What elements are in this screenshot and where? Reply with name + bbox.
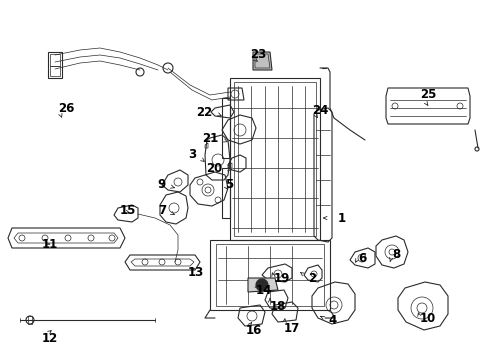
- Text: 26: 26: [58, 102, 74, 114]
- Text: 18: 18: [269, 300, 286, 312]
- Text: 16: 16: [245, 324, 262, 337]
- Text: 19: 19: [273, 271, 290, 284]
- Text: 1: 1: [337, 211, 346, 225]
- Text: 7: 7: [158, 203, 165, 216]
- Text: 22: 22: [195, 105, 212, 118]
- Text: 11: 11: [42, 238, 58, 251]
- Text: 15: 15: [120, 203, 136, 216]
- Text: 8: 8: [391, 248, 400, 261]
- Text: 23: 23: [249, 49, 265, 62]
- Text: 12: 12: [42, 332, 58, 345]
- Text: 5: 5: [224, 179, 233, 192]
- Text: 24: 24: [311, 104, 328, 117]
- Text: 10: 10: [419, 311, 435, 324]
- Text: 3: 3: [187, 148, 196, 162]
- Text: 17: 17: [284, 321, 300, 334]
- Polygon shape: [252, 52, 271, 70]
- Text: 13: 13: [187, 266, 204, 279]
- Text: 14: 14: [256, 284, 272, 297]
- Text: 20: 20: [205, 162, 222, 175]
- Polygon shape: [247, 278, 278, 292]
- Text: 9: 9: [158, 179, 165, 192]
- Text: 25: 25: [419, 89, 435, 102]
- Text: 4: 4: [327, 314, 336, 327]
- Text: 6: 6: [357, 252, 366, 265]
- Circle shape: [256, 279, 267, 291]
- Text: 2: 2: [307, 271, 315, 284]
- Text: 21: 21: [202, 131, 218, 144]
